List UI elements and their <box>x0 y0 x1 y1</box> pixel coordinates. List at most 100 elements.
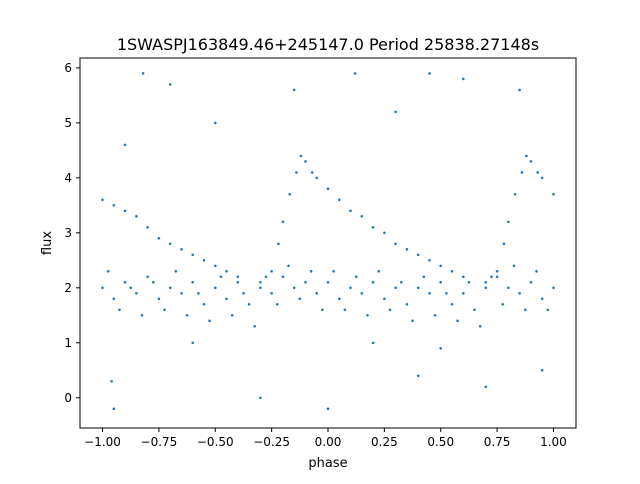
y-axis: 0 1 2 3 4 5 6 <box>64 61 80 405</box>
data-point <box>388 308 392 312</box>
data-point <box>202 259 206 262</box>
data-point <box>518 292 521 295</box>
data-point <box>540 297 544 301</box>
data-point <box>422 275 426 279</box>
data-point <box>298 297 302 301</box>
data-point <box>225 297 228 301</box>
data-point <box>450 303 454 306</box>
data-point <box>405 303 409 306</box>
data-point <box>299 154 303 158</box>
x-tick-label: 0.75 <box>484 435 511 449</box>
data-point <box>383 297 386 301</box>
data-point <box>371 281 375 284</box>
data-point <box>462 77 465 81</box>
data-point <box>529 160 533 163</box>
data-point <box>135 215 138 218</box>
data-point <box>214 121 217 125</box>
data-point <box>304 281 307 284</box>
data-point <box>180 292 183 295</box>
data-point <box>295 171 298 174</box>
data-point <box>502 242 506 246</box>
data-point <box>236 281 240 284</box>
data-point <box>292 286 296 290</box>
data-point <box>202 303 206 306</box>
x-tick-label: −1.00 <box>84 435 121 449</box>
data-point <box>512 264 516 268</box>
data-point <box>490 275 493 279</box>
data-point <box>242 292 245 295</box>
data-point <box>168 242 172 246</box>
data-point <box>315 176 319 180</box>
data-point <box>484 281 488 284</box>
data-point <box>197 292 200 295</box>
y-tick-label: 0 <box>64 391 72 405</box>
data-point <box>501 303 505 306</box>
data-point <box>552 193 555 196</box>
data-point <box>168 286 172 290</box>
y-tick-label: 1 <box>64 336 72 350</box>
data-point <box>236 275 240 279</box>
data-point <box>513 193 517 196</box>
data-point <box>433 314 437 317</box>
data-point <box>140 314 144 317</box>
data-point <box>507 220 510 224</box>
data-point <box>552 286 555 290</box>
x-tick-label: 0.00 <box>315 435 342 449</box>
data-point <box>304 160 307 163</box>
data-point <box>371 341 375 345</box>
data-point <box>315 292 319 295</box>
x-axis-label: phase <box>308 456 347 471</box>
data-point <box>484 286 488 290</box>
data-point <box>416 253 420 257</box>
data-point <box>112 297 116 301</box>
data-point <box>101 198 104 202</box>
data-point <box>292 88 296 92</box>
x-tick-label: −0.50 <box>197 435 234 449</box>
data-point <box>141 72 145 75</box>
data-point <box>180 248 183 251</box>
data-points <box>101 72 555 411</box>
data-point <box>123 281 127 284</box>
data-point <box>208 319 211 323</box>
data-point <box>129 286 132 290</box>
data-point <box>439 347 443 350</box>
data-point <box>540 176 544 180</box>
data-point <box>462 292 465 295</box>
data-point <box>484 385 488 389</box>
data-point <box>338 297 341 301</box>
data-point <box>277 242 280 246</box>
data-point <box>310 171 314 174</box>
data-point <box>185 314 189 317</box>
data-point <box>276 303 279 306</box>
x-tick-label: −0.75 <box>141 435 178 449</box>
data-point <box>478 325 482 328</box>
data-point <box>168 83 172 86</box>
data-point <box>360 292 364 295</box>
data-point <box>377 270 381 273</box>
data-point <box>146 226 149 229</box>
data-point <box>428 259 431 262</box>
data-point <box>495 275 499 279</box>
data-point <box>371 226 375 229</box>
y-tick-label: 3 <box>64 226 72 240</box>
x-tick-label: 1.00 <box>540 435 567 449</box>
data-point <box>360 215 364 218</box>
data-point <box>309 270 313 273</box>
data-point <box>400 281 403 284</box>
data-point <box>495 270 499 273</box>
data-point <box>354 275 358 279</box>
data-point <box>259 281 262 284</box>
data-point <box>219 275 223 279</box>
data-point <box>394 242 397 246</box>
data-point <box>259 286 262 290</box>
data-point <box>247 303 251 306</box>
data-point <box>462 275 465 279</box>
data-point <box>394 110 397 114</box>
data-point <box>321 308 324 312</box>
data-point <box>214 286 217 290</box>
data-point <box>353 72 357 75</box>
data-point <box>343 308 347 312</box>
data-point <box>450 270 454 273</box>
data-point <box>428 292 431 295</box>
